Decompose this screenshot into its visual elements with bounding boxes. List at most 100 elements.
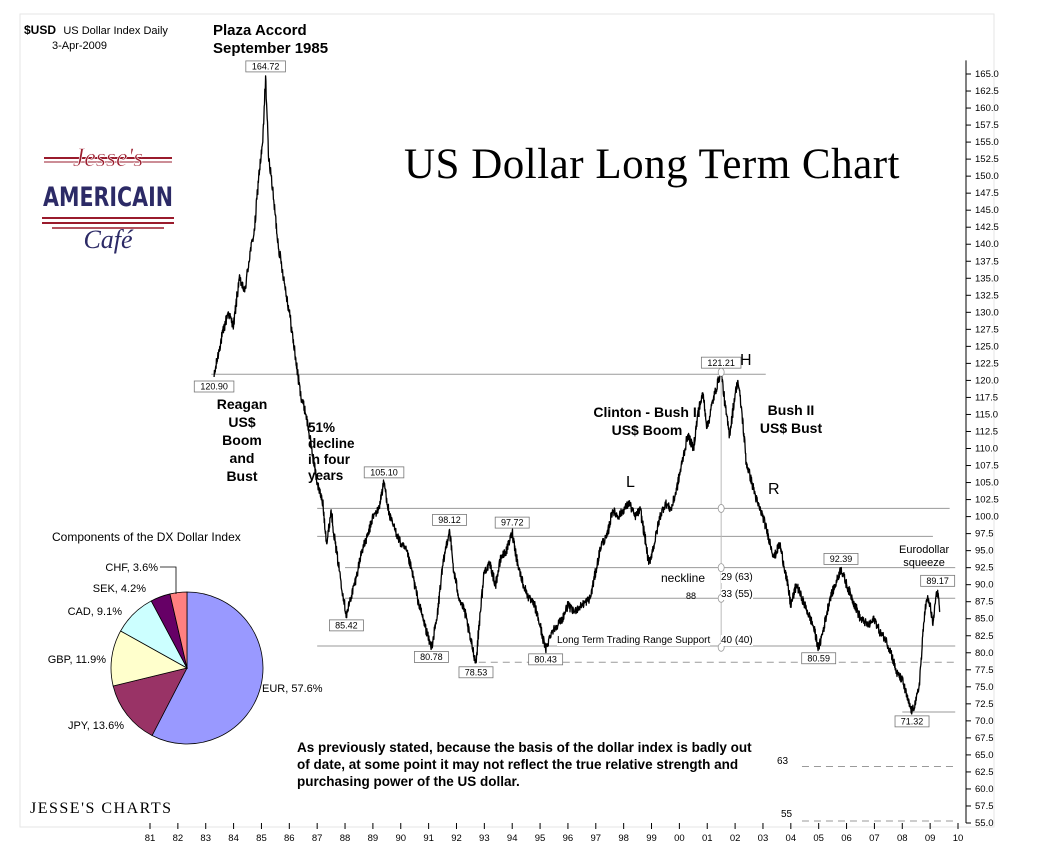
y-tick-label: 125.0 xyxy=(975,341,999,352)
y-tick-label: 130.0 xyxy=(975,307,999,318)
pie-slice-label: JPY, 13.6% xyxy=(68,720,124,732)
peak-label-text: 89.17 xyxy=(926,576,949,586)
peak-label-text: 92.39 xyxy=(830,554,853,564)
reagan-line-3: Boom xyxy=(222,432,262,448)
peak-label: 85.42 xyxy=(329,619,364,632)
peak-label: 105.10 xyxy=(363,466,405,479)
peak-label: 92.39 xyxy=(823,553,859,565)
x-tick-label: 01 xyxy=(702,833,713,844)
x-tick-label: 09 xyxy=(925,833,936,844)
peak-label: 80.43 xyxy=(528,653,564,666)
y-tick-label: 70.0 xyxy=(975,716,994,727)
x-tick-label: 05 xyxy=(813,833,824,844)
eurodollar-line-1: Eurodollar xyxy=(899,544,950,556)
y-tick-label: 132.5 xyxy=(975,290,999,301)
reagan-line-4: and xyxy=(229,450,255,466)
annotation-decline: 51% decline in four years xyxy=(308,420,355,484)
pie-slice-label: EUR, 57.6% xyxy=(262,683,323,695)
price-line xyxy=(213,75,941,715)
annotation-88: 88 xyxy=(686,591,697,601)
y-tick-label: 60.0 xyxy=(975,784,994,795)
peak-label-text: 98.12 xyxy=(438,515,461,525)
x-tick-label: 88 xyxy=(340,833,351,844)
y-tick-label: 57.5 xyxy=(975,801,994,812)
x-tick-label: 98 xyxy=(618,833,629,844)
decline-line-1: 51% xyxy=(308,420,336,435)
pie-slice-label: GBP, 11.9% xyxy=(48,654,107,666)
peak-label-text: 80.43 xyxy=(534,654,557,664)
x-tick-label: 07 xyxy=(869,833,880,844)
x-tick-label: 06 xyxy=(841,833,852,844)
y-tick-label: 92.5 xyxy=(975,563,994,574)
y-tick-label: 105.0 xyxy=(975,478,999,489)
y-tick-label: 55.0 xyxy=(975,818,994,829)
annotation-40: 40 (40) xyxy=(721,635,753,646)
peak-label-text: 120.90 xyxy=(200,382,228,392)
x-tick-label: 93 xyxy=(479,833,490,844)
y-tick-label: 97.5 xyxy=(975,529,994,540)
peak-label-text: 97.72 xyxy=(501,518,524,528)
annotation-R: R xyxy=(768,481,780,498)
x-tick-label: 81 xyxy=(145,833,156,844)
reagan-line-1: Reagan xyxy=(216,396,268,412)
peak-label-text: 80.59 xyxy=(807,653,830,663)
peak-label-text: 78.53 xyxy=(465,667,488,677)
peak-label: 120.90 xyxy=(193,380,235,393)
clinton-line-2: US$ Boom xyxy=(611,422,683,438)
plaza-line-1: Plaza Accord xyxy=(213,22,307,39)
y-tick-label: 137.5 xyxy=(975,256,999,267)
y-tick-label: 62.5 xyxy=(975,767,994,778)
logo-word-3: Café xyxy=(83,225,134,254)
x-tick-label: 83 xyxy=(200,833,211,844)
x-tick-label: 08 xyxy=(897,833,908,844)
analyst-note: As previously stated, because the basis … xyxy=(297,740,752,789)
y-tick-label: 152.5 xyxy=(975,154,999,165)
y-tick-label: 65.0 xyxy=(975,750,994,761)
y-tick-label: 115.0 xyxy=(975,409,998,420)
annotation-reagan: Reagan US$ Boom and Bust xyxy=(212,395,272,485)
y-tick-label: 140.0 xyxy=(975,239,999,250)
chart-frame xyxy=(19,13,995,828)
annotation-29: 29 (63) xyxy=(721,572,753,583)
pie-slice-label: CHF, 3.6% xyxy=(105,562,158,574)
annotation-clinton: Clinton - Bush II US$ Boom xyxy=(572,403,722,439)
x-tick-label: 00 xyxy=(674,833,685,844)
y-tick-label: 67.5 xyxy=(975,733,994,744)
y-tick-label: 75.0 xyxy=(975,682,994,693)
y-tick-label: 85.0 xyxy=(975,614,994,625)
y-tick-label: 80.0 xyxy=(975,648,994,659)
pie-slice-label: CAD, 9.1% xyxy=(68,606,123,618)
decline-line-4: years xyxy=(308,468,344,483)
annotation-bush: Bush II US$ Bust xyxy=(756,401,826,437)
peak-label-text: 71.32 xyxy=(901,716,924,726)
x-tick-label: 85 xyxy=(256,833,267,844)
peak-label-text: 105.10 xyxy=(370,467,398,477)
y-tick-label: 145.0 xyxy=(975,205,999,216)
pie-slice xyxy=(151,591,264,745)
x-tick-label: 10 xyxy=(953,833,964,844)
annotation-55: 55 xyxy=(781,809,793,820)
peak-label-text: 80.78 xyxy=(420,652,443,662)
peak-label: 80.59 xyxy=(801,652,837,665)
pie-slice-label: SEK, 4.2% xyxy=(93,583,146,595)
y-tick-label: 72.5 xyxy=(975,699,994,710)
y-tick-label: 102.5 xyxy=(975,495,999,506)
y-tick-label: 100.0 xyxy=(975,512,999,523)
pie-slice xyxy=(169,591,188,669)
footer-brand: JESSE'S CHARTS xyxy=(30,800,173,817)
annotation-L: L xyxy=(626,474,635,491)
pie-title: Components of the DX Dollar Index xyxy=(52,530,241,544)
x-tick-label: 99 xyxy=(646,833,657,844)
y-tick-label: 127.5 xyxy=(975,324,999,335)
y-tick-label: 120.0 xyxy=(975,375,999,386)
plaza-accord-annotation: Plaza Accord September 1985 xyxy=(213,22,328,58)
decline-line-3: in four xyxy=(308,452,350,467)
bush-line-2: US$ Bust xyxy=(759,420,823,436)
x-axis: 81 82 83 84 85 86 87 88 89 90 91 92 93 94 95 96 97 98 99 00… xyxy=(145,823,964,844)
x-tick-label: 90 xyxy=(395,833,406,844)
y-tick-label: 77.5 xyxy=(975,665,994,676)
peak-label: 89.17 xyxy=(920,574,956,587)
reagan-line-2: US$ xyxy=(228,414,256,430)
x-tick-label: 94 xyxy=(507,833,518,844)
